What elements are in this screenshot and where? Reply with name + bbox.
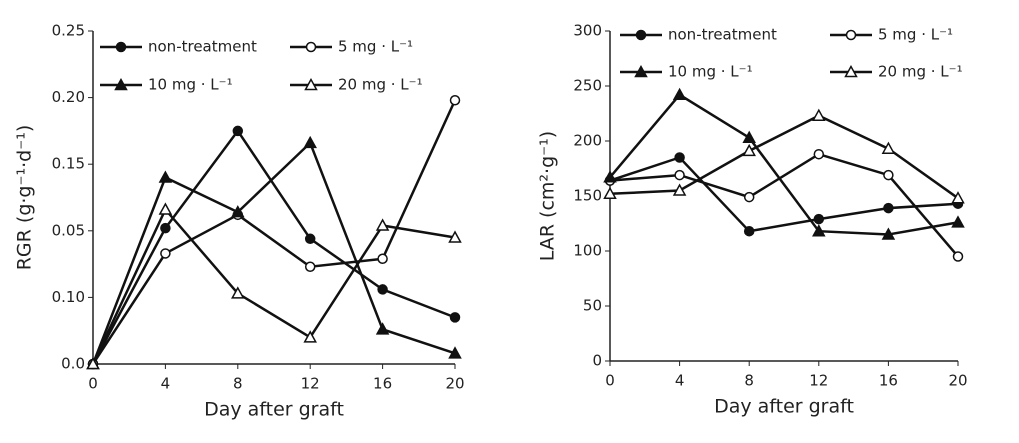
marker: [951, 191, 965, 204]
legend-marker: [305, 41, 317, 53]
x-tick-label: 12: [809, 372, 828, 390]
marker: [813, 213, 825, 225]
y-tick-label: 0.15: [52, 155, 85, 173]
series-line: [91, 207, 456, 365]
series-line: [609, 114, 959, 200]
legend-marker: [115, 41, 127, 53]
marker: [743, 225, 755, 237]
x-tick-label: 0: [605, 372, 615, 390]
marker: [951, 215, 965, 228]
y-axis-label: LAR (cm²·g⁻¹): [537, 131, 559, 261]
marker: [449, 95, 461, 106]
series-line: [609, 156, 959, 233]
legend-label: 10 mg · L⁻¹: [148, 76, 233, 94]
legend-label: 5 mg · L⁻¹: [338, 38, 413, 56]
y-tick-label: 100: [573, 242, 602, 260]
marker: [881, 141, 896, 154]
x-tick-label: 12: [301, 375, 320, 393]
marker: [304, 261, 316, 273]
x-tick-label: 20: [445, 375, 464, 393]
marker: [303, 135, 317, 149]
x-tick-label: 0: [88, 375, 98, 393]
legend-marker: [304, 77, 318, 91]
x-tick-label: 8: [744, 372, 754, 390]
series-line: [91, 140, 456, 365]
y-tick-label: 0.0: [61, 355, 85, 373]
legend-marker: [844, 64, 858, 78]
y-tick-label: 300: [573, 22, 602, 40]
series-line: [609, 152, 959, 258]
marker: [883, 169, 894, 181]
y-tick-label: 0.10: [52, 288, 85, 306]
legend-label: 20 mg · L⁻¹: [338, 76, 423, 94]
marker: [603, 186, 617, 200]
legend-marker: [114, 77, 128, 91]
marker: [304, 233, 316, 245]
marker: [303, 330, 317, 343]
x-tick-label: 16: [373, 375, 392, 393]
marker: [674, 169, 685, 181]
series-line: [91, 128, 456, 365]
marker: [952, 251, 964, 262]
marker: [812, 224, 826, 237]
series-line: [609, 93, 959, 236]
marker: [375, 218, 390, 231]
marker: [448, 230, 462, 243]
x-tick-label: 8: [233, 375, 243, 393]
marker: [883, 202, 894, 214]
legend-label: non-treatment: [668, 26, 777, 44]
y-tick-label: 250: [573, 77, 602, 95]
legend-marker: [635, 29, 647, 41]
marker: [377, 253, 388, 265]
series-line: [91, 99, 457, 365]
x-axis-label: Day after graft: [204, 399, 344, 421]
y-tick-label: 150: [573, 187, 602, 205]
legend-label: 10 mg · L⁻¹: [668, 63, 753, 81]
marker: [603, 170, 617, 183]
marker: [742, 130, 756, 143]
marker: [449, 312, 461, 323]
marker: [231, 205, 245, 218]
legend-label: non-treatment: [148, 38, 257, 56]
marker: [674, 152, 685, 163]
marker: [743, 191, 755, 203]
x-tick-label: 4: [675, 372, 685, 390]
marker: [881, 227, 896, 240]
y-axis-label: RGR (g·g⁻¹·d⁻¹): [14, 125, 36, 271]
legend-label: 20 mg · L⁻¹: [878, 63, 963, 81]
marker: [377, 284, 388, 295]
marker: [672, 87, 687, 101]
marker: [86, 356, 100, 370]
marker: [742, 143, 756, 157]
y-tick-label: 0.20: [52, 88, 85, 106]
marker: [232, 125, 244, 137]
marker: [158, 170, 173, 183]
marker: [813, 148, 825, 160]
legend-marker: [845, 29, 857, 41]
y-tick-label: 50: [583, 297, 602, 315]
x-tick-label: 20: [948, 372, 967, 390]
y-tick-label: 200: [573, 132, 602, 150]
y-tick-label: 0: [592, 352, 602, 370]
marker: [448, 346, 462, 359]
y-tick-label: 0.25: [52, 22, 85, 40]
marker: [375, 322, 390, 335]
marker: [160, 248, 171, 259]
legend-label: 5 mg · L⁻¹: [878, 26, 953, 44]
legend-marker: [634, 64, 648, 78]
marker: [812, 108, 826, 121]
x-tick-label: 4: [161, 375, 171, 393]
marker: [231, 286, 245, 299]
x-axis-label: Day after graft: [714, 396, 854, 418]
marker: [672, 183, 687, 196]
marker: [158, 202, 173, 215]
x-tick-label: 16: [879, 372, 898, 390]
marker: [160, 222, 171, 234]
y-tick-label: 0.05: [52, 221, 85, 239]
